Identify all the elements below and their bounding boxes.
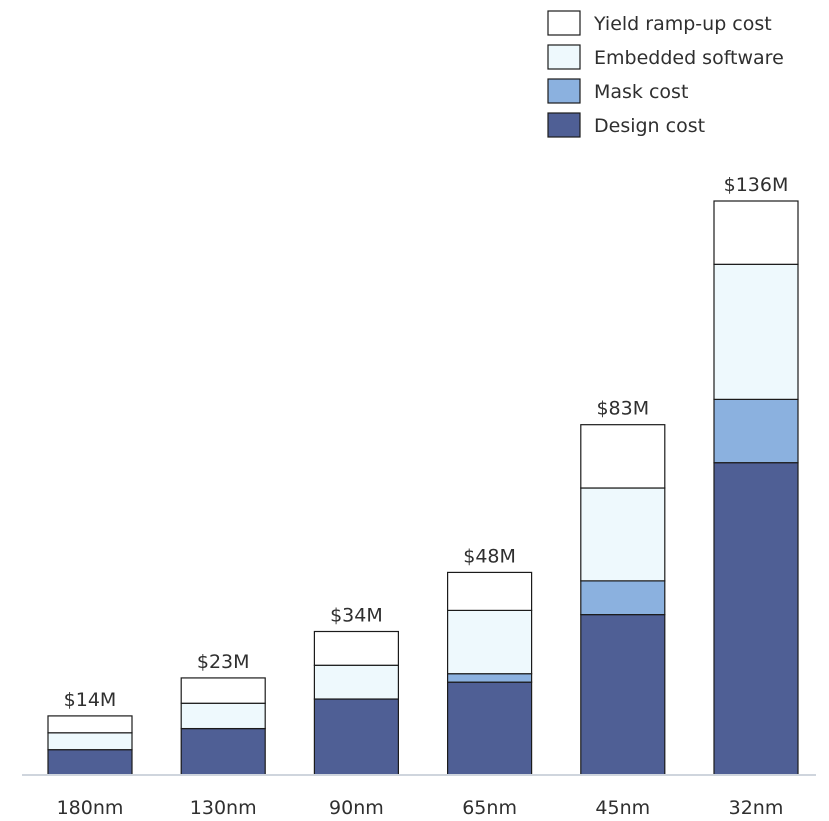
legend: Yield ramp-up cost Embedded software Mask … bbox=[547, 10, 784, 138]
bar-segment-65nm-yield-ramp-up-cost bbox=[447, 571, 533, 611]
total-label-45nm: $83M bbox=[596, 398, 649, 420]
total-label-32nm: $136M bbox=[724, 174, 789, 196]
x-tick-label-180nm: 180nm bbox=[57, 797, 124, 819]
bar-segment-65nm-embedded-software bbox=[447, 609, 533, 675]
bar-segment-90nm-yield-ramp-up-cost bbox=[313, 630, 399, 666]
bar-segment-32nm-design-cost bbox=[713, 462, 799, 776]
total-label-65nm: $48M bbox=[463, 545, 516, 567]
x-tick-label-130nm: 130nm bbox=[190, 797, 257, 819]
legend-swatch-yield-ramp-up-cost bbox=[547, 10, 581, 36]
bar-segment-45nm-mask-cost bbox=[580, 580, 666, 616]
bar-segment-180nm-embedded-software bbox=[47, 732, 133, 751]
x-axis: 180nm 130nm 90nm 65nm 45nm 32nm bbox=[22, 774, 816, 819]
legend-label-embedded-software: Embedded software bbox=[594, 47, 784, 69]
bar-segment-180nm-design-cost bbox=[47, 749, 133, 776]
bar-segment-45nm-yield-ramp-up-cost bbox=[580, 424, 666, 489]
x-tick-label-65nm: 65nm bbox=[462, 797, 517, 819]
bar-segment-45nm-embedded-software bbox=[580, 487, 666, 582]
legend-swatch-embedded-software bbox=[547, 44, 581, 70]
legend-swatch-mask-cost bbox=[547, 78, 581, 104]
total-label-group: $14M $23M $34M $48M $83M $136M bbox=[64, 174, 789, 711]
bar-segment-90nm-design-cost bbox=[313, 698, 399, 776]
x-tick-label-32nm: 32nm bbox=[729, 797, 784, 819]
legend-label-yield-ramp-up-cost: Yield ramp-up cost bbox=[593, 13, 772, 35]
bar-segment-130nm-embedded-software bbox=[180, 702, 266, 730]
bar-segment-45nm-design-cost bbox=[580, 614, 666, 776]
bar-segment-130nm-design-cost bbox=[180, 727, 266, 776]
bar-segment-32nm-yield-ramp-up-cost bbox=[713, 200, 799, 265]
bar-segment-180nm-yield-ramp-up-cost bbox=[47, 715, 133, 734]
legend-label-mask-cost: Mask cost bbox=[594, 81, 688, 103]
bar-segment-90nm-embedded-software bbox=[313, 664, 399, 700]
legend-swatch-design-cost bbox=[547, 112, 581, 138]
bar-segment-130nm-yield-ramp-up-cost bbox=[180, 677, 266, 704]
total-label-180nm: $14M bbox=[64, 689, 117, 711]
x-tick-label-45nm: 45nm bbox=[595, 797, 650, 819]
bar-group bbox=[47, 200, 799, 776]
bar-segment-32nm-embedded-software bbox=[713, 263, 799, 400]
total-label-130nm: $23M bbox=[197, 651, 250, 673]
x-tick-label-90nm: 90nm bbox=[329, 797, 384, 819]
total-label-90nm: $34M bbox=[330, 605, 383, 627]
bar-segment-65nm-design-cost bbox=[447, 681, 533, 776]
legend-label-design-cost: Design cost bbox=[594, 115, 705, 137]
bar-segment-65nm-mask-cost bbox=[447, 673, 533, 683]
bar-segment-32nm-mask-cost bbox=[713, 398, 799, 464]
